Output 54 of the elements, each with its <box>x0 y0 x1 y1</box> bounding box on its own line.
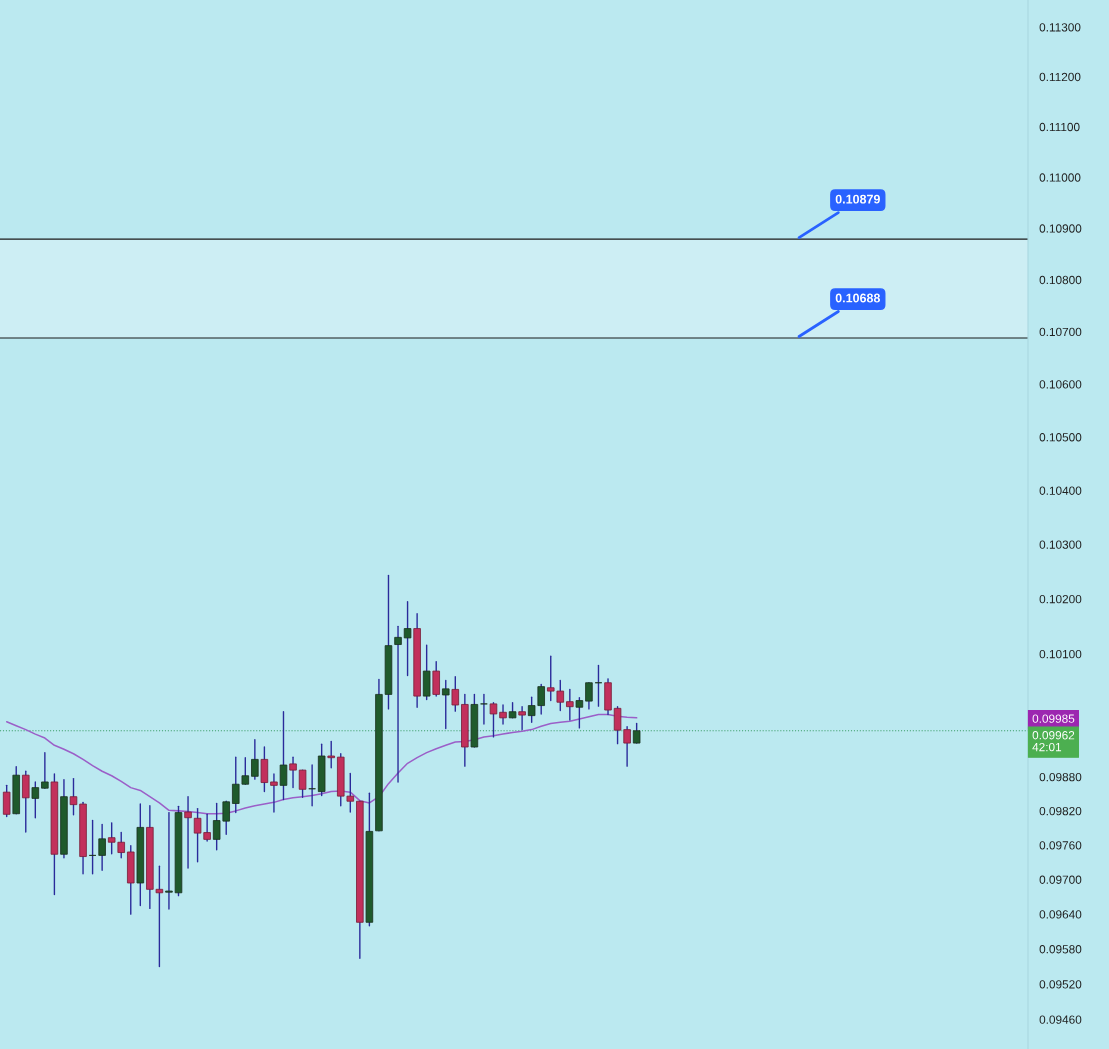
candlestick <box>403 600 412 677</box>
candlestick <box>298 769 307 798</box>
candlestick <box>432 660 440 697</box>
candlestick <box>279 711 288 801</box>
candlestick <box>489 702 498 738</box>
y-tick-label: 0.10300 <box>1039 540 1082 549</box>
candlestick <box>260 746 269 793</box>
y-tick-label: 0.09700 <box>1039 875 1082 884</box>
candlestick <box>327 740 335 769</box>
candlestick <box>499 704 507 725</box>
candlestick <box>184 795 192 869</box>
y-tick-label: 0.09520 <box>1039 980 1082 989</box>
candlestick <box>451 675 460 712</box>
y-tick-label: 0.09640 <box>1039 910 1082 919</box>
candlestick <box>289 756 297 789</box>
y-tick-label: 0.10600 <box>1039 380 1082 389</box>
candlestick <box>632 722 641 744</box>
candlestick <box>575 697 584 729</box>
ref-line-label: 0.10688 <box>835 293 881 303</box>
text: 0.09985 <box>1032 714 1075 723</box>
y-tick-label: 0.11200 <box>1039 72 1081 82</box>
y-tick-label: 0.11100 <box>1039 122 1080 132</box>
candlestick <box>394 625 402 783</box>
y-tick-label: 0.10200 <box>1039 594 1082 604</box>
candlestick <box>270 773 278 813</box>
candlestick <box>441 679 450 730</box>
candlestick <box>98 823 106 872</box>
candlestick <box>41 751 49 789</box>
y-tick-label: 0.09460 <box>1039 1015 1082 1024</box>
y-tick-label: 0.10700 <box>1039 327 1082 337</box>
candlestick <box>585 682 593 710</box>
text: 42:01 <box>1032 742 1062 752</box>
candlestick <box>31 781 40 819</box>
candlestick <box>251 739 259 780</box>
y-tick-label: 0.09580 <box>1039 945 1082 954</box>
candlestick <box>22 770 30 833</box>
y-tick-label: 0.11000 <box>1039 173 1081 182</box>
candlestick <box>518 705 526 731</box>
y-tick-label: 0.09760 <box>1039 841 1082 850</box>
y-tick-label: 0.10500 <box>1039 433 1082 442</box>
candlestick <box>2 784 11 818</box>
candlestick <box>566 688 574 721</box>
y-tick-label: 0.09880 <box>1039 772 1082 782</box>
y-tick-label: 0.10100 <box>1039 649 1082 659</box>
y-tick-label: 0.11300 <box>1039 23 1081 32</box>
candlestick <box>69 777 78 816</box>
candlestick <box>165 811 173 910</box>
y-tick-label: 0.10900 <box>1039 224 1082 233</box>
ref-line-label: 0.09962 <box>1032 731 1075 740</box>
ref-line-label: 0.10879 <box>835 194 880 204</box>
y-tick-label: 0.10800 <box>1039 275 1082 285</box>
y-tick-label: 0.10400 <box>1039 486 1082 495</box>
candlestick <box>480 693 488 725</box>
y-tick-label: 0.09820 <box>1039 806 1082 816</box>
